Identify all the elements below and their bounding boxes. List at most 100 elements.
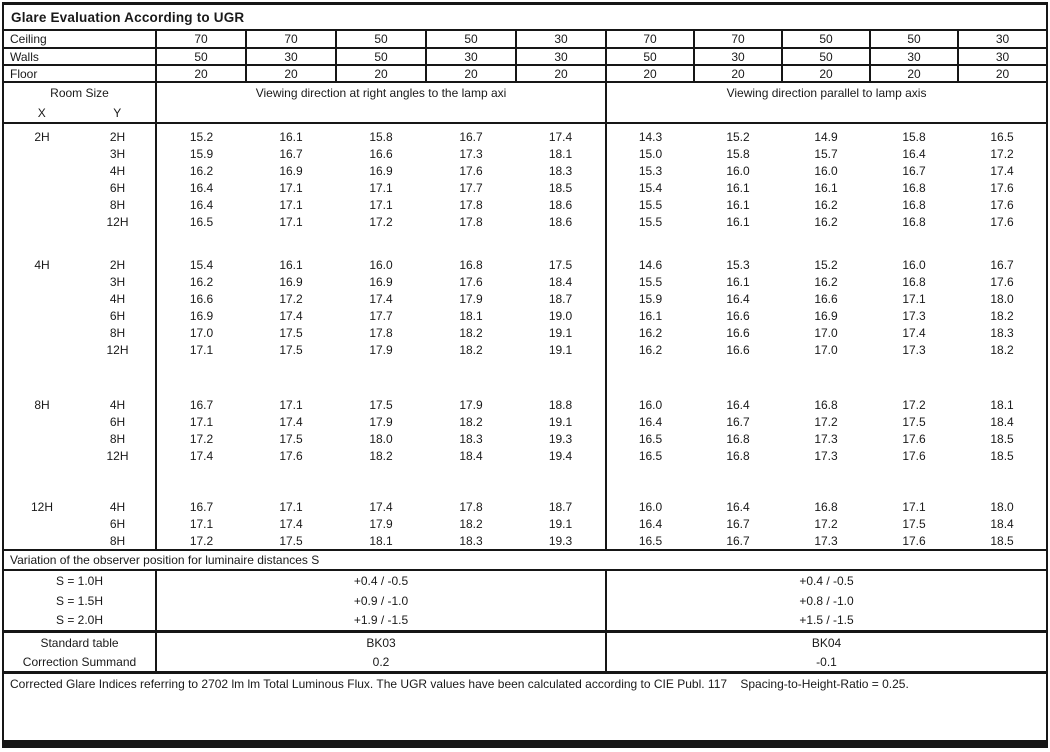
ugr-value: 14.3 — [638, 129, 663, 144]
ugr-value: 17.6 — [279, 448, 303, 463]
variation-row: S = 1.0H +0.4 / -0.5 +0.4 / -0.5 — [4, 571, 1046, 591]
ugr-value: 16.8 — [814, 499, 838, 514]
ugr-value: 16.6 — [726, 325, 750, 340]
ugr-value: 18.2 — [459, 414, 483, 429]
ugr-value: 18.0 — [369, 431, 393, 446]
ugr-value: 17.2 — [189, 533, 214, 548]
ugr-value: 17.9 — [369, 414, 393, 429]
ugr-value: 17.8 — [459, 499, 483, 514]
ugr-value: 17.4 — [279, 308, 303, 323]
ugr-value: 16.1 — [279, 257, 303, 272]
spacer-cell — [156, 464, 608, 498]
ugr-value: 16.7 — [726, 533, 750, 548]
surface-row: Ceiling 70 70 50 50 30 70 70 50 50 30 — [4, 31, 1046, 49]
surface-value: 30 — [957, 47, 1046, 66]
ugr-value: 19.3 — [516, 430, 608, 447]
ugr-value: 17.3 — [902, 308, 926, 323]
ugr-value: 17.5 — [279, 325, 303, 340]
room-y-value: 8H — [80, 196, 157, 213]
ugr-value: 16.4 — [902, 146, 926, 161]
variation-right-value: +0.8 / -1.0 — [799, 594, 854, 608]
spacer-row — [4, 123, 1046, 128]
ugr-row: 3H 15.9 16.7 16.6 17.3 18.1 15.0 15.8 15.7 16.4 17… — [4, 145, 1046, 162]
ugr-row: 4H 16.6 17.2 17.4 17.9 18.7 15.9 16.4 16.6 17.1 18… — [4, 290, 1046, 307]
ugr-value: 19.0 — [516, 307, 608, 324]
ugr-row: 12H 16.5 17.1 17.2 17.8 18.6 15.5 16.1 16.2 16.8 1… — [4, 213, 1046, 230]
room-x-value — [4, 213, 80, 230]
ugr-value: 17.1 — [189, 414, 214, 429]
room-y-value: 12H — [80, 213, 157, 230]
ugr-value: 16.0 — [638, 499, 663, 514]
variation-table: S = 1.0H +0.4 / -0.5 +0.4 / -0.5 S = 1.5H +0… — [4, 571, 1046, 633]
ugr-value: 18.5 — [990, 533, 1014, 548]
surface-value: 30 — [425, 47, 517, 66]
ugr-value: 16.1 — [726, 274, 750, 289]
ugr-value: 15.8 — [369, 129, 393, 144]
ugr-value: 16.8 — [726, 448, 750, 463]
variation-row: S = 1.5H +0.9 / -1.0 +0.8 / -1.0 — [4, 591, 1046, 611]
ugr-value: 16.2 — [638, 325, 663, 340]
ugr-value: 18.2 — [459, 325, 483, 340]
ugr-value: 17.6 — [990, 274, 1014, 289]
ugr-value: 17.1 — [189, 516, 214, 531]
viewing-direction-parallel-header: Viewing direction parallel to lamp axis — [606, 83, 1046, 124]
ugr-value: 19.3 — [516, 532, 608, 549]
variation-row: S = 2.0H +1.9 / -1.5 +1.5 / -1.5 — [4, 611, 1046, 631]
surface-value: 20 — [515, 64, 607, 83]
ugr-value: 17.6 — [990, 214, 1014, 229]
room-x-value — [4, 307, 80, 324]
ugr-value: 17.8 — [369, 325, 393, 340]
ugr-value: 16.0 — [638, 397, 663, 412]
ugr-value: 17.1 — [279, 499, 303, 514]
ugr-row: 8H 16.4 17.1 17.1 17.8 18.6 15.5 16.1 16.2 16.8 17… — [4, 196, 1046, 213]
ugr-value: 17.7 — [459, 180, 483, 195]
ugr-value: 16.2 — [189, 274, 214, 289]
surface-value: 70 — [605, 31, 695, 49]
ugr-row: 2H 2H 15.2 16.1 15.8 16.7 17.4 14.3 15.2 14.9 15.8… — [4, 128, 1046, 145]
ugr-value: 15.3 — [726, 257, 750, 272]
ugr-value: 17.2 — [902, 397, 926, 412]
ugr-value: 17.6 — [990, 180, 1014, 195]
ugr-value: 17.3 — [902, 342, 926, 357]
ugr-value: 17.6 — [902, 448, 926, 463]
surface-row: Walls 50 30 50 30 30 50 30 50 30 30 — [4, 47, 1046, 66]
ugr-row: 4H 16.2 16.9 16.9 17.6 18.3 15.3 16.0 16.0 16.7 17… — [4, 162, 1046, 179]
summary-right-value: -0.1 — [816, 654, 837, 669]
ugr-value: 17.4 — [189, 448, 214, 463]
room-x-value — [4, 430, 80, 447]
spacer-cell — [4, 464, 157, 498]
ugr-value: 17.6 — [902, 533, 926, 548]
ugr-row: 6H 16.9 17.4 17.7 18.1 19.0 16.1 16.6 16.9 17.3 18… — [4, 307, 1046, 324]
ugr-value: 16.9 — [279, 163, 303, 178]
ugr-value: 17.1 — [279, 397, 303, 412]
ugr-value: 16.4 — [638, 516, 663, 531]
ugr-row: 8H 4H 16.7 17.1 17.5 17.9 18.8 16.0 16.4 16.8 17.2… — [4, 396, 1046, 413]
ugr-value: 15.4 — [638, 180, 663, 195]
ugr-value: 15.8 — [902, 129, 926, 144]
ugr-value: 16.0 — [902, 257, 926, 272]
surface-value: 30 — [693, 47, 783, 66]
ugr-value: 17.9 — [369, 516, 393, 531]
ugr-value: 17.3 — [814, 533, 838, 548]
room-size-header-cell: Room Size X Y — [4, 83, 157, 124]
room-size-label: Room Size — [50, 86, 109, 100]
ugr-value: 18.5 — [516, 179, 608, 196]
ugr-value: 18.2 — [990, 308, 1014, 323]
ugr-value: 17.4 — [279, 414, 303, 429]
ugr-row: 6H 17.1 17.4 17.9 18.2 19.1 16.4 16.7 17.2 17.5 18… — [4, 413, 1046, 430]
ugr-value: 18.0 — [990, 291, 1014, 306]
ugr-value: 16.9 — [814, 308, 838, 323]
ugr-value: 17.4 — [369, 499, 393, 514]
ugr-value: 17.7 — [369, 308, 393, 323]
surface-value: 20 — [781, 64, 871, 83]
surface-value: 20 — [245, 64, 337, 83]
room-x-value — [4, 162, 80, 179]
surface-value: 20 — [335, 64, 427, 83]
spacer-cell — [606, 230, 1046, 256]
ugr-value: 16.5 — [638, 533, 663, 548]
summary-row-label: Standard table — [4, 632, 157, 653]
ugr-value: 15.9 — [189, 146, 214, 161]
ugr-value: 17.0 — [814, 342, 838, 357]
ugr-value: 17.1 — [902, 291, 926, 306]
footer-note: Corrected Glare Indices referring to 270… — [10, 677, 909, 691]
